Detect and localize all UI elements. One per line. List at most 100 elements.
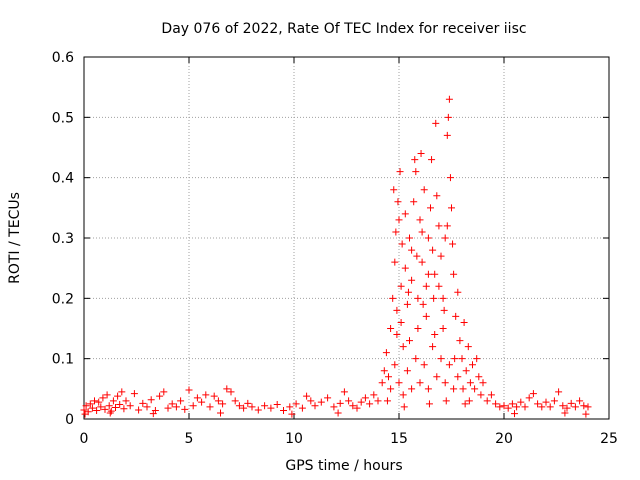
data-point: [567, 399, 575, 407]
data-point: [429, 343, 437, 351]
data-point: [571, 403, 579, 411]
data-point: [93, 407, 101, 415]
data-point: [559, 402, 567, 410]
data-point: [462, 367, 470, 375]
data-point: [206, 403, 214, 411]
data-point: [440, 306, 448, 314]
data-point: [576, 397, 584, 405]
data-point: [219, 400, 227, 408]
data-point: [380, 367, 388, 375]
data-point: [459, 385, 467, 393]
data-point: [546, 403, 554, 411]
data-point: [99, 394, 107, 402]
chart-title: Day 076 of 2022, Rate Of TEC Index for r…: [161, 21, 526, 37]
x-tick-label: 5: [185, 431, 194, 447]
data-point: [198, 398, 206, 406]
data-point: [458, 355, 466, 363]
data-point: [399, 343, 407, 351]
data-point: [149, 410, 157, 418]
data-point: [521, 403, 529, 411]
data-point: [412, 355, 420, 363]
data-point: [416, 216, 424, 224]
data-point: [389, 294, 397, 302]
data-point: [582, 410, 590, 418]
data-point: [445, 361, 453, 369]
x-axis-label: GPS time / hours: [285, 458, 402, 474]
data-point: [88, 404, 96, 412]
data-point: [147, 396, 155, 404]
data-point: [240, 404, 248, 412]
data-point: [397, 318, 405, 326]
data-point: [261, 402, 269, 410]
data-point: [442, 397, 450, 405]
data-point: [349, 402, 357, 410]
data-point: [580, 402, 588, 410]
data-point: [454, 373, 462, 381]
data-point: [223, 385, 231, 393]
data-point: [417, 150, 425, 158]
data-point: [437, 355, 445, 363]
data-point: [435, 282, 443, 290]
data-point: [413, 252, 421, 260]
data-point: [439, 294, 447, 302]
data-point: [395, 216, 403, 224]
data-point: [116, 401, 124, 409]
data-point: [353, 404, 361, 412]
data-point: [464, 343, 472, 351]
data-point: [435, 222, 443, 230]
x-tick-label: 25: [600, 431, 618, 447]
data-point: [387, 385, 395, 393]
data-point: [202, 391, 210, 399]
data-point: [416, 379, 424, 387]
data-point: [450, 270, 458, 278]
data-point: [394, 198, 402, 206]
data-point: [217, 409, 224, 417]
data-point: [420, 361, 428, 369]
data-point: [542, 398, 550, 406]
data-point: [403, 367, 411, 375]
data-point: [419, 300, 427, 308]
data-point: [156, 392, 164, 400]
x-tick-labels: 0 5 10 15 20 25: [80, 431, 618, 447]
data-point: [366, 400, 374, 408]
data-point: [511, 410, 518, 418]
y-tick-label: 0.4: [52, 171, 74, 187]
data-point: [460, 318, 468, 326]
data-point: [334, 409, 342, 417]
data-point: [563, 404, 571, 412]
data-point: [414, 294, 422, 302]
x-tick-label: 20: [495, 431, 513, 447]
data-point: [431, 331, 439, 339]
data-point: [324, 394, 332, 402]
data-point: [483, 397, 491, 405]
data-point: [361, 394, 369, 402]
data-point: [91, 397, 98, 405]
data-point: [382, 349, 390, 357]
data-point: [374, 397, 382, 405]
data-point: [391, 258, 399, 266]
data-point: [336, 399, 344, 407]
data-point: [391, 361, 399, 369]
data-point: [103, 391, 111, 399]
data-point: [97, 403, 105, 411]
data-point: [410, 198, 418, 206]
data-point: [471, 385, 479, 393]
y-tick-label: 0.6: [52, 50, 74, 66]
data-point: [330, 403, 338, 411]
data-point: [525, 394, 533, 402]
data-point: [513, 403, 521, 411]
data-point: [397, 282, 405, 290]
data-point: [555, 388, 563, 396]
data-point: [473, 355, 481, 363]
data-point: [177, 397, 185, 405]
data-point: [357, 398, 365, 406]
data-point: [105, 402, 113, 410]
data-point: [408, 246, 416, 254]
data-point: [210, 392, 218, 400]
data-point: [172, 403, 180, 411]
data-point: [286, 403, 294, 411]
data-point: [288, 410, 296, 418]
data-point: [143, 403, 151, 411]
data-point: [414, 325, 422, 332]
y-tick-labels: 0 0.1 0.2 0.3 0.4 0.5 0.6: [52, 50, 74, 428]
